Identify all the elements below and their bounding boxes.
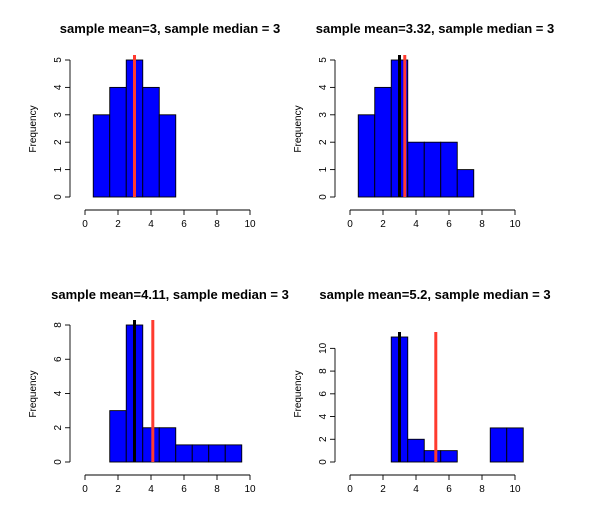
x-tick-label: 0 xyxy=(347,219,353,230)
x-tick-label: 8 xyxy=(214,484,220,495)
y-tick-label: 3 xyxy=(53,112,64,118)
histogram-bar xyxy=(158,114,177,198)
y-tick-label: 2 xyxy=(318,436,329,442)
x-tick-label: 0 xyxy=(82,219,88,230)
histogram-bar xyxy=(224,444,243,463)
y-tick-label: 6 xyxy=(53,356,64,362)
y-tick-label: 0 xyxy=(53,194,64,200)
histogram-bar xyxy=(142,86,160,198)
y-tick-label: 2 xyxy=(318,139,329,145)
y-tick-label: 5 xyxy=(318,57,329,63)
histogram-panel-1: sample mean=3, sample median = 3 Frequen… xyxy=(28,21,280,230)
x-tick-label: 10 xyxy=(244,484,256,495)
histogram-bar xyxy=(92,114,111,198)
plot-area: 0 2 4 6 8 10 0 1 2 3 4 5 xyxy=(53,55,256,230)
x-tick-label: 6 xyxy=(181,219,187,230)
panel-title: sample mean=4.11, sample median = 3 xyxy=(51,287,289,302)
y-tick-label: 4 xyxy=(318,413,329,419)
x-tick-label: 8 xyxy=(479,484,485,495)
histogram-bar xyxy=(374,86,392,198)
histogram-bar xyxy=(407,141,425,198)
x-tick-label: 0 xyxy=(82,484,88,495)
x-tick-label: 6 xyxy=(181,484,187,495)
x-tick-label: 2 xyxy=(380,219,386,230)
histogram-bar xyxy=(142,427,160,463)
y-tick-label: 1 xyxy=(53,166,64,172)
histogram-bar xyxy=(440,141,458,198)
histogram-bar xyxy=(109,410,127,463)
y-tick-label: 0 xyxy=(53,459,64,465)
plot-area: 0 2 4 6 8 10 0 2 4 6 8 xyxy=(53,320,256,495)
histogram-bar xyxy=(506,427,524,463)
y-tick-label: 6 xyxy=(318,391,329,397)
plot-area: 0 2 4 6 8 10 0 1 2 3 4 5 xyxy=(318,55,521,230)
histogram-bar xyxy=(109,86,127,198)
x-tick-label: 2 xyxy=(380,484,386,495)
x-tick-label: 0 xyxy=(347,484,353,495)
x-tick-label: 4 xyxy=(413,484,419,495)
y-tick-label: 2 xyxy=(53,425,64,431)
histogram-panel-4: sample mean=5.2, sample median = 3 Frequ… xyxy=(293,287,551,495)
x-tick-label: 2 xyxy=(115,484,121,495)
y-tick-label: 8 xyxy=(318,368,329,374)
panel-title: sample mean=3.32, sample median = 3 xyxy=(316,21,554,36)
y-axis-label: Frequency xyxy=(293,370,304,417)
plot-area: 0 2 4 6 8 10 0 2 4 6 8 10 xyxy=(318,332,524,495)
panel-title: sample mean=5.2, sample median = 3 xyxy=(319,287,550,302)
histogram-bar xyxy=(440,450,458,463)
panel-title: sample mean=3, sample median = 3 xyxy=(60,21,280,36)
y-tick-label: 0 xyxy=(318,459,329,465)
y-tick-label: 4 xyxy=(318,84,329,90)
histogram-bar xyxy=(423,141,442,198)
histogram-bar xyxy=(191,444,210,463)
x-tick-label: 6 xyxy=(446,219,452,230)
x-tick-label: 4 xyxy=(148,484,154,495)
y-axis-label: Frequency xyxy=(28,370,39,417)
histogram-bar xyxy=(489,427,508,463)
histogram-bar xyxy=(407,438,425,463)
x-tick-label: 4 xyxy=(413,219,419,230)
histogram-bar xyxy=(208,444,226,463)
y-tick-label: 0 xyxy=(318,194,329,200)
y-tick-label: 1 xyxy=(318,166,329,172)
y-axis-label: Frequency xyxy=(28,105,39,152)
x-tick-label: 8 xyxy=(479,219,485,230)
histogram-panel-2: sample mean=3.32, sample median = 3 Freq… xyxy=(293,21,554,230)
x-tick-label: 8 xyxy=(214,219,220,230)
x-tick-label: 10 xyxy=(509,219,521,230)
x-tick-label: 6 xyxy=(446,484,452,495)
histogram-bar xyxy=(175,444,193,463)
histogram-panel-3: sample mean=4.11, sample median = 3 Freq… xyxy=(28,287,289,495)
y-axis-label: Frequency xyxy=(293,105,304,152)
y-tick-label: 3 xyxy=(318,112,329,118)
y-tick-label: 10 xyxy=(318,342,329,354)
histogram-bar xyxy=(158,427,177,463)
y-tick-label: 4 xyxy=(53,84,64,90)
x-tick-label: 2 xyxy=(115,219,121,230)
y-tick-label: 5 xyxy=(53,57,64,63)
y-tick-label: 8 xyxy=(53,322,64,328)
histogram-bar xyxy=(456,169,475,198)
histogram-bar xyxy=(423,450,442,463)
x-tick-label: 4 xyxy=(148,219,154,230)
x-tick-label: 10 xyxy=(244,219,256,230)
y-tick-label: 2 xyxy=(53,139,64,145)
histogram-bar xyxy=(357,114,376,198)
y-tick-label: 4 xyxy=(53,390,64,396)
x-tick-label: 10 xyxy=(509,484,521,495)
